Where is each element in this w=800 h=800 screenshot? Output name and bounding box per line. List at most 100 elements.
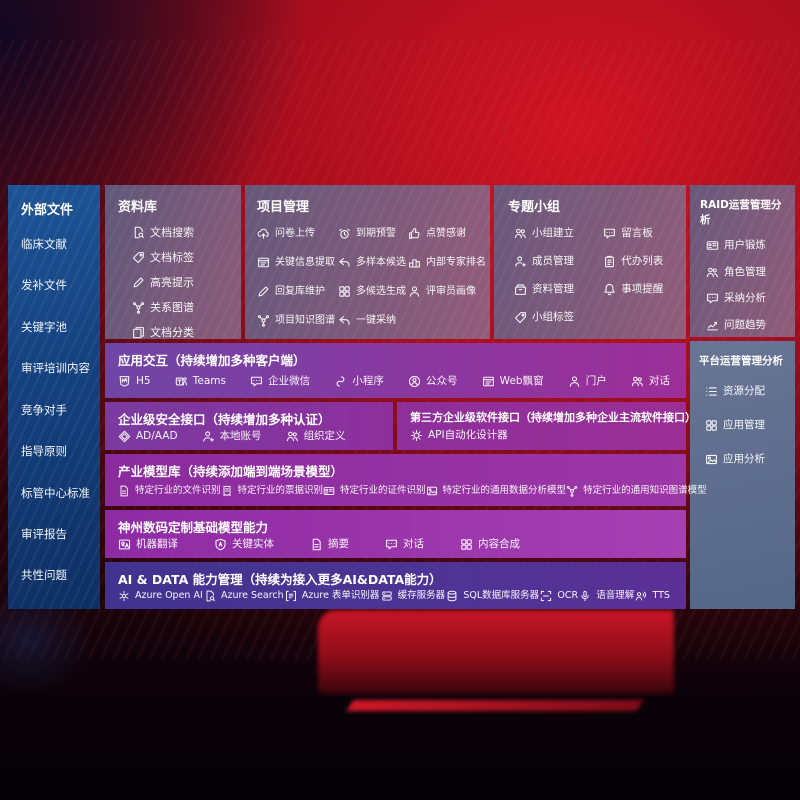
- item-label: H5: [136, 374, 151, 387]
- doc-icon: [118, 485, 130, 497]
- list-item[interactable]: 审评培训内容: [21, 363, 98, 375]
- platform-analysis-list: 资源分配应用管理应用分析: [690, 368, 795, 466]
- item-form[interactable]: Azure 表单识别器: [285, 590, 379, 602]
- item-label: 一键采纳: [355, 314, 396, 326]
- item-chat[interactable]: 留言板: [603, 227, 684, 240]
- item-card[interactable]: 用户锻炼: [706, 239, 795, 252]
- industry-model-list: 特定行业的文件识别 特定行业的票据识别 特定行业的证件识别 特定行业的通用数据分析模型…: [105, 480, 707, 506]
- item-people[interactable]: 对话: [631, 375, 670, 388]
- list-item[interactable]: 共性问题: [21, 570, 98, 582]
- item-tts[interactable]: TTS: [635, 590, 670, 602]
- external-files-title: 外部文件: [21, 203, 74, 218]
- item-window[interactable]: 关键信息提取: [257, 256, 336, 269]
- item-mic[interactable]: 语音理解: [579, 590, 634, 602]
- item-image[interactable]: 应用分析: [705, 453, 795, 466]
- item-people[interactable]: 组织定义: [286, 430, 346, 443]
- item-people[interactable]: 小组建立: [514, 227, 601, 240]
- item-chart[interactable]: 问题趋势: [706, 319, 795, 332]
- pen-icon: [257, 285, 270, 298]
- item-label: TTS: [652, 590, 670, 602]
- item-network[interactable]: 关系图谱: [132, 301, 241, 314]
- item-network[interactable]: 特定行业的通用知识图谱模型: [566, 485, 707, 497]
- item-tag[interactable]: 小组标签: [514, 311, 601, 324]
- item-label: 特定行业的通用知识图谱模型: [583, 484, 707, 496]
- card-icon: [706, 239, 719, 252]
- item-clipboard[interactable]: 代办列表: [603, 255, 684, 268]
- item-window[interactable]: Web飘窗: [482, 375, 544, 388]
- item-doc-search[interactable]: Azure Search: [204, 590, 284, 602]
- item-label: 留言板: [621, 227, 653, 240]
- item-bell[interactable]: 事项提醒: [603, 283, 684, 296]
- item-network[interactable]: 项目知识图谱: [257, 314, 336, 327]
- item-gear[interactable]: API自动化设计器: [410, 429, 508, 442]
- item-reply[interactable]: 多样本候选: [338, 256, 406, 269]
- item-ocr[interactable]: OCR: [540, 590, 578, 602]
- item-thumb-up[interactable]: 点赞感谢: [408, 227, 486, 240]
- list-item[interactable]: 关键字池: [21, 321, 98, 334]
- list-item[interactable]: 竞争对手: [21, 402, 98, 417]
- people-icon: [514, 227, 527, 240]
- item-docs[interactable]: 文档分类: [132, 326, 241, 339]
- item-db[interactable]: SQL数据库服务器: [446, 590, 539, 602]
- item-tag[interactable]: 文档标签: [132, 251, 241, 264]
- item-label: 资源分配: [723, 385, 765, 398]
- item-podium[interactable]: 内部专家排名: [408, 256, 486, 269]
- list-item[interactable]: 指导原则: [21, 446, 98, 458]
- item-chat[interactable]: 企业微信: [250, 375, 310, 388]
- list-item[interactable]: 发补文件: [21, 280, 98, 292]
- item-diamond[interactable]: AD/AAD: [118, 430, 178, 443]
- list-item[interactable]: 临床文献: [21, 238, 98, 251]
- item-person-circle[interactable]: 公众号: [408, 375, 458, 388]
- item-person-add[interactable]: 本地账号: [202, 430, 262, 443]
- item-grid[interactable]: 应用管理: [705, 419, 795, 432]
- item-people[interactable]: 角色管理: [706, 266, 795, 279]
- item-doc-search[interactable]: 文档搜索: [132, 226, 241, 239]
- item-label: 应用管理: [723, 419, 765, 432]
- item-scurve[interactable]: 小程序: [334, 375, 384, 388]
- item-label: 竞争对手: [21, 402, 67, 417]
- item-openai[interactable]: Azure Open AI: [118, 590, 203, 602]
- item-reply[interactable]: 一键采纳: [338, 314, 406, 327]
- item-list[interactable]: 资源分配: [705, 385, 795, 398]
- item-label: 公众号: [426, 374, 458, 387]
- item-receipt[interactable]: 特定行业的票据识别: [221, 485, 323, 497]
- item-person-add[interactable]: 成员管理: [514, 255, 601, 268]
- people-icon: [631, 375, 644, 388]
- item-chat[interactable]: 对话: [385, 538, 424, 551]
- list-item[interactable]: 标管中心标准: [21, 487, 98, 500]
- item-card[interactable]: 特定行业的证件识别: [323, 485, 426, 497]
- person-add-icon: [514, 255, 527, 268]
- item-alarm[interactable]: 到期预警: [338, 227, 406, 240]
- item-teams[interactable]: Teams: [175, 375, 226, 388]
- item-image[interactable]: 特定行业的通用数据分析模型: [426, 485, 566, 497]
- reply-icon: [338, 256, 351, 269]
- item-doc[interactable]: 摘要: [310, 538, 349, 551]
- item-shield-a[interactable]: 关键实体: [214, 538, 274, 551]
- item-pen[interactable]: 高亮提示: [132, 276, 241, 289]
- item-label: 应用分析: [723, 453, 765, 466]
- person-icon: [408, 285, 421, 298]
- item-person[interactable]: 门户: [568, 375, 607, 388]
- item-label: 小组建立: [532, 227, 574, 240]
- item-chat[interactable]: 采纳分析: [706, 292, 795, 305]
- app-interaction-title: 应用交互（持续增加多种客户端）: [118, 353, 306, 368]
- item-cloud-upload[interactable]: 问卷上传: [257, 227, 336, 240]
- item-person[interactable]: 评审员画像: [408, 285, 486, 298]
- item-grid[interactable]: 内容合成: [460, 538, 520, 551]
- item-doc[interactable]: 特定行业的文件识别: [118, 485, 221, 497]
- project-management-panel: 项目管理 问卷上传 到期预警 点赞感谢 关键信息提取 多样本候选 内部专家排名 回复库维护 多…: [245, 185, 490, 339]
- item-label: AD/AAD: [136, 430, 178, 443]
- item-pen[interactable]: 回复库维护: [257, 285, 336, 298]
- list-item[interactable]: 审评报告: [21, 529, 98, 541]
- reply-icon: [338, 314, 351, 327]
- topic-group-panel: 专题小组 小组建立 留言板 成员管理 代办列表 资料管理 事项提醒 小组标签: [494, 185, 686, 339]
- item-grid[interactable]: 多候选生成: [338, 285, 406, 298]
- security-interface-title: 企业级安全接口（持续增加多种认证）: [118, 412, 331, 427]
- item-translate[interactable]: 机器翻译: [118, 538, 178, 551]
- item-h5[interactable]: H5: [118, 375, 151, 388]
- item-server[interactable]: 缓存服务器: [381, 590, 445, 602]
- window-icon: [257, 256, 270, 269]
- item-archive[interactable]: 资料管理: [514, 283, 601, 296]
